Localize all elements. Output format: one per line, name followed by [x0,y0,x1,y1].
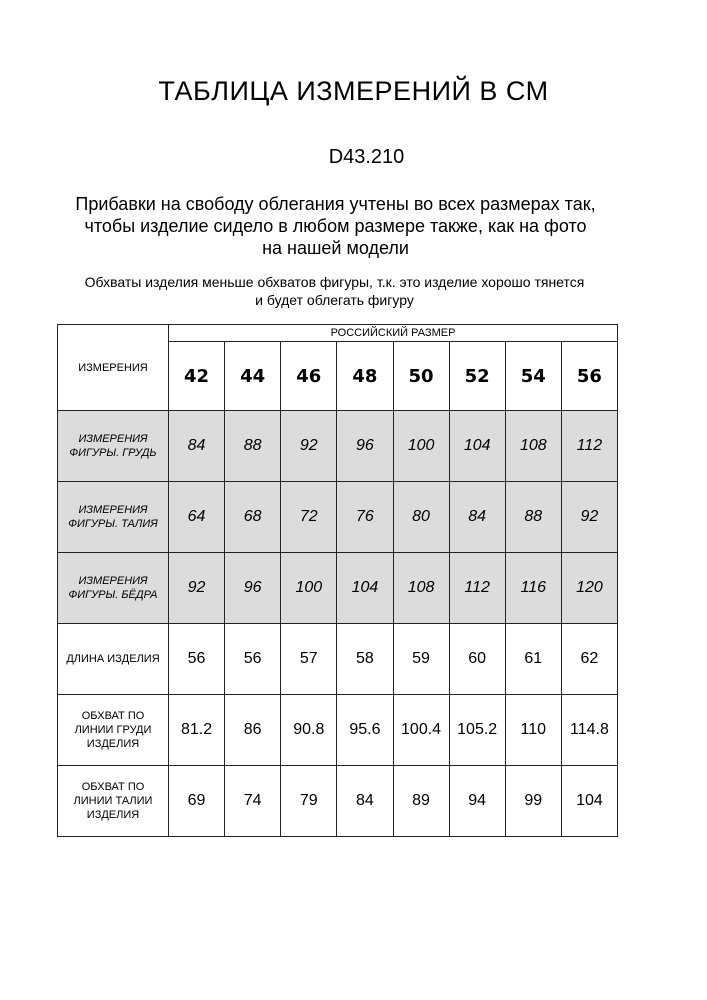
cell-value: 68 [224,481,282,553]
cell-value: 84 [448,481,506,553]
cell-value: 104 [448,410,506,482]
cell-value: 112 [448,552,506,624]
cell-value: 96 [336,410,394,482]
page-title: ТАБЛИЦА ИЗМЕРЕНИЙ В СМ [158,76,549,106]
cell-value: 89 [392,765,450,837]
cell-value: 94 [448,765,506,837]
cell-value: 74 [224,765,282,837]
row-label: ОБХВАТ ПО ЛИНИИ ГРУДИ ИЗДЕЛИЯ [57,694,169,766]
cell-value: 62 [560,623,619,695]
table-row: ОБХВАТ ПО ЛИНИИ ГРУДИ ИЗДЕЛИЯ 81.2 86 90.8 95.… [57,694,619,766]
cell-value: 56 [224,623,282,695]
cell-value: 100 [280,552,338,624]
cell-value: 92 [280,410,338,482]
size-header: 42 [167,341,226,411]
cell-value: 72 [280,481,338,553]
row-label-line: ДЛИНА ИЗДЕЛИЯ [66,653,160,665]
fit-note: Прибавки на свободу облегания учтены во … [0,193,689,259]
cell-value: 88 [504,481,562,553]
table-row: ИЗМЕРЕНИЯ ФИГУРЫ. ГРУДЬ 84 88 92 96 100 104 108 1… [57,410,619,482]
size-header: 52 [448,341,506,411]
cell-value: 92 [560,481,619,553]
cell-value: 96 [224,552,282,624]
cell-value: 59 [392,623,450,695]
size-header: 44 [224,341,282,411]
size-header: 50 [392,341,450,411]
cell-value: 57 [280,623,338,695]
row-label: ОБХВАТ ПО ЛИНИИ ТАЛИИ ИЗДЕЛИЯ [57,765,169,837]
cell-value: 60 [448,623,506,695]
cell-value: 56 [167,623,226,695]
cell-value: 61 [504,623,562,695]
table-row: ИЗМЕРЕНИЯ ФИГУРЫ. БЁДРА 92 96 100 104 108 112 11… [57,552,619,624]
sizes-row: 42 44 46 48 50 52 54 56 [58,341,619,411]
cell-value: 100.4 [392,694,450,766]
cell-value: 104 [560,765,619,837]
stretch-note-line: и будет облегать фигуру [255,292,414,308]
cell-value: 84 [167,410,226,482]
cell-value: 105.2 [448,694,506,766]
cell-value: 69 [167,765,226,837]
row-label-line: ИЗМЕРЕНИЯ [78,504,148,516]
row-label-line: ФИГУРЫ. БЁДРА [68,589,158,601]
size-header: 46 [280,341,338,411]
cell-value: 86 [224,694,282,766]
cell-value: 95.6 [336,694,394,766]
cell-value: 108 [504,410,562,482]
cell-value: 88 [224,410,282,482]
table-row: ДЛИНА ИЗДЕЛИЯ 56 56 57 58 59 60 61 62 [57,623,619,695]
cell-value: 108 [392,552,450,624]
cell-value: 114.8 [560,694,619,766]
cell-value: 84 [336,765,394,837]
row-label-line: ОБХВАТ ПО [81,710,145,722]
cell-value: 79 [280,765,338,837]
row-label-line: ЛИНИИ ТАЛИИ [73,795,153,807]
cell-value: 80 [392,481,450,553]
row-label: ДЛИНА ИЗДЕЛИЯ [57,623,169,695]
row-label-line: ИЗДЕЛИЯ [86,738,140,750]
cell-value: 100 [392,410,450,482]
row-label-line: ФИГУРЫ. ГРУДЬ [69,447,157,459]
size-header: 56 [560,341,619,411]
cell-value: 76 [336,481,394,553]
cell-value: 120 [560,552,619,624]
row-label-line: ФИГУРЫ. ТАЛИЯ [68,518,158,530]
row-label-line: ИЗМЕРЕНИЯ [78,433,148,445]
cell-value: 92 [167,552,226,624]
row-label-line: ЛИНИИ ГРУДИ [74,724,152,736]
cell-value: 110 [504,694,562,766]
size-header: 54 [504,341,562,411]
stretch-note-line: Обхваты изделия меньше обхватов фигуры, … [84,274,585,290]
cell-value: 81.2 [167,694,226,766]
table-row: ОБХВАТ ПО ЛИНИИ ТАЛИИ ИЗДЕЛИЯ 69 74 79 84 89 94 9… [57,765,619,837]
cell-value: 99 [504,765,562,837]
row-label: ИЗМЕРЕНИЯ ФИГУРЫ. ТАЛИЯ [57,481,169,553]
row-label: ИЗМЕРЕНИЯ ФИГУРЫ. БЁДРА [57,552,169,624]
cell-value: 104 [336,552,394,624]
size-header: 48 [336,341,394,411]
row-label-line: ИЗМЕРЕНИЯ [78,575,148,587]
fit-note-line: на нашей модели [262,238,409,258]
row-label-line: ОБХВАТ ПО [81,781,145,793]
fit-note-line: Прибавки на свободу облегания учтены во … [75,194,596,214]
cell-value: 58 [336,623,394,695]
stretch-note: Обхваты изделия меньше обхватов фигуры, … [0,273,688,309]
cell-value: 64 [167,481,226,553]
fit-note-line: чтобы изделие сидело в любом размере так… [84,216,587,236]
table-row: ИЗМЕРЕНИЯ ФИГУРЫ. ТАЛИЯ 64 68 72 76 80 84 88 92 [57,481,619,553]
size-table: ИЗМЕРЕНИЯ РОССИЙСКИЙ РАЗМЕР 42 44 46 48 50 52… [57,324,619,837]
cell-value: 116 [504,552,562,624]
cell-value: 90.8 [280,694,338,766]
row-label-line: ИЗДЕЛИЯ [86,809,140,821]
product-code: D43.210 [328,146,405,168]
corner-label: ИЗМЕРЕНИЯ [57,324,169,411]
cell-value: 112 [560,410,619,482]
row-label: ИЗМЕРЕНИЯ ФИГУРЫ. ГРУДЬ [57,410,169,482]
group-header: РОССИЙСКИЙ РАЗМЕР [168,324,618,342]
